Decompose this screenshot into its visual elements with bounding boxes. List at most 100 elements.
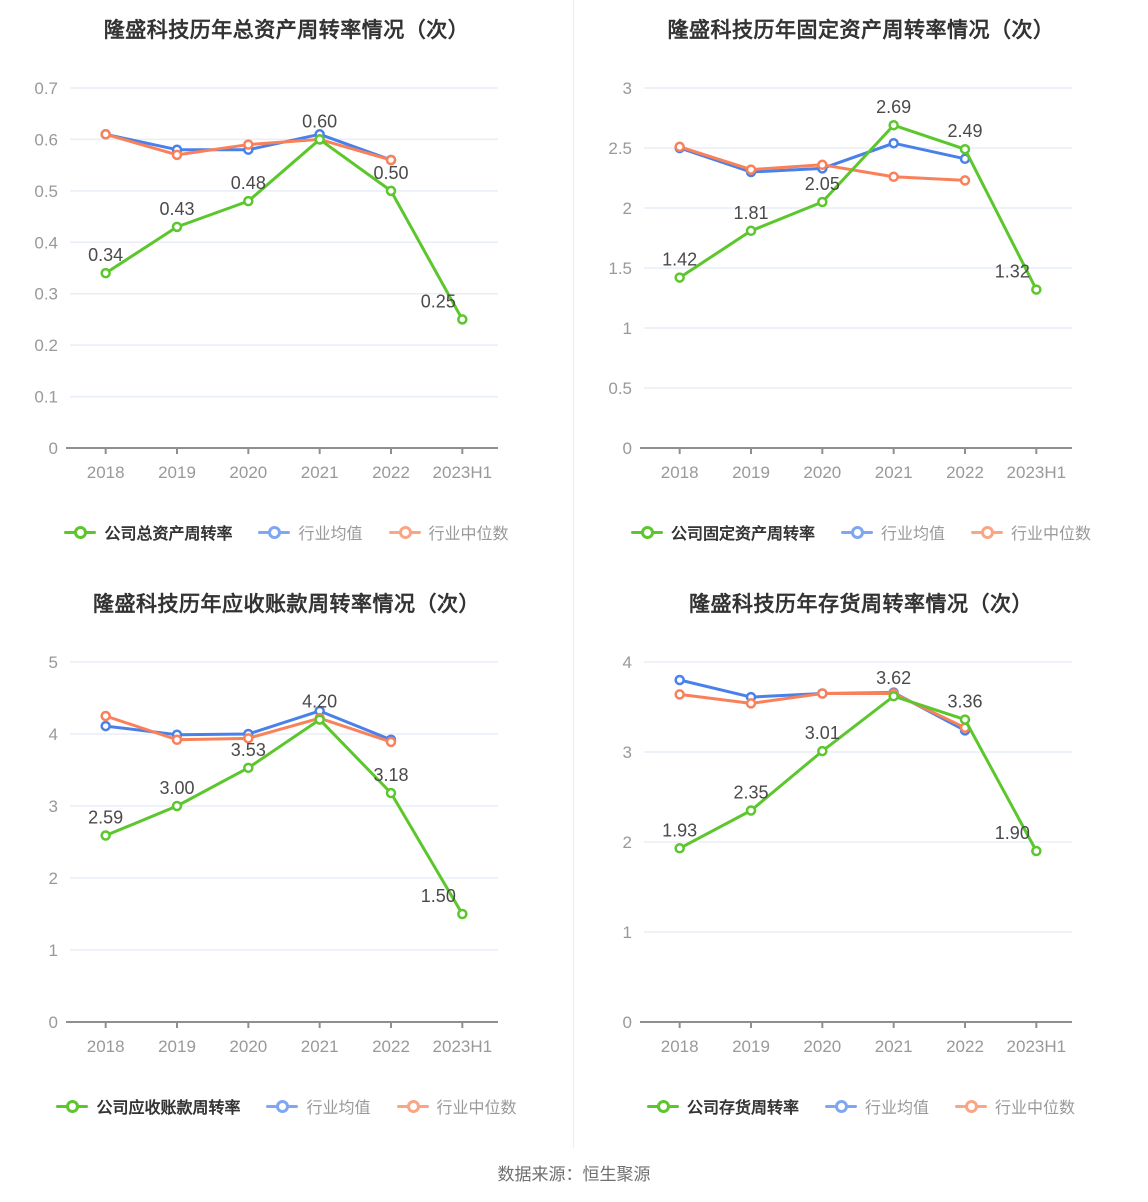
x-tick-label: 2022 [946, 1037, 984, 1056]
y-tick-label: 0.4 [34, 233, 58, 252]
chart-card-inventory-turnover: 隆盛科技历年存货周转率情况（次） 4 3 2 1 0 2018 2019 2020 2021 20… [574, 574, 1148, 1148]
data-label: 3.01 [805, 723, 840, 743]
data-point-marker [959, 143, 971, 155]
y-tick-label: 0 [623, 439, 632, 458]
data-point-marker [385, 154, 396, 166]
x-tick-label: 2023H1 [1007, 1037, 1067, 1056]
data-label: 3.53 [230, 740, 265, 760]
legend-item-company-receivables-turnover[interactable]: 公司应收账款周转率 [56, 1094, 240, 1118]
legend-item-industry-median[interactable]: 行业中位数 [396, 1094, 517, 1118]
chart-card-total-asset-turnover: 隆盛科技历年总资产周转率情况（次） 0.7 0.6 0.5 0.4 0.3 0.2 0.1 0… [0, 0, 574, 574]
legend-label: 公司总资产周转率 [104, 526, 233, 543]
chart-title-total-asset-turnover: 隆盛科技历年总资产周转率情况（次） [103, 19, 470, 42]
chart-title-receivables-turnover: 隆盛科技历年应收账款周转率情况（次） [93, 593, 480, 616]
y-tick-label: 0 [48, 439, 57, 458]
y-tick-label: 2 [48, 869, 57, 888]
data-label: 0.25 [420, 291, 455, 311]
series-line-green [678, 694, 1038, 853]
y-tick-label: 0.7 [34, 79, 58, 98]
data-label: 0.34 [88, 245, 123, 265]
x-tick-label: 2019 [732, 1037, 770, 1056]
y-tick-label: 0.5 [34, 182, 58, 201]
data-point-marker [385, 787, 396, 799]
data-label: 2.69 [876, 97, 911, 117]
data-point-marker [385, 185, 396, 197]
legend-fixed-asset-turnover: 公司固定资产周转率 行业均值 行业中位数 [630, 520, 1091, 544]
legend-line-marker-icon [56, 1099, 89, 1113]
legend-item-company-inventory-turnover[interactable]: 公司存货周转率 [646, 1094, 799, 1118]
legend-item-industry-median[interactable]: 行业中位数 [388, 520, 509, 544]
legend-line-marker-icon [266, 1099, 299, 1113]
data-label: 3.18 [373, 765, 408, 785]
x-tick-label: 2022 [372, 463, 410, 482]
legend-label: 行业均值 [864, 1100, 929, 1117]
x-tick-label: 2018 [661, 1037, 699, 1056]
data-point-marker [674, 689, 685, 700]
legend-item-industry-median[interactable]: 行业中位数 [955, 1094, 1075, 1118]
data-point-marker [817, 688, 828, 699]
data-point-marker [456, 314, 468, 325]
x-tick-label: 2019 [158, 463, 196, 482]
data-point-marker [171, 800, 182, 812]
data-point-marker [959, 175, 971, 186]
legend-label: 行业均值 [880, 526, 945, 543]
data-point-marker [171, 149, 182, 161]
charts-grid: 隆盛科技历年总资产周转率情况（次） 0.7 0.6 0.5 0.4 0.3 0.2 0.1 0… [0, 0, 1148, 1148]
legend-item-industry-average[interactable]: 行业均值 [824, 1094, 929, 1118]
x-tick-label: 2018 [661, 463, 699, 482]
chart-title-inventory-turnover: 隆盛科技历年存货周转率情况（次） [689, 593, 1033, 616]
legend-line-marker-icon [388, 525, 421, 539]
x-tick-label: 2019 [158, 1037, 196, 1056]
legend-line-marker-icon [955, 1099, 987, 1113]
fixed-asset-turnover-line-plot: 3 2.5 2 1.5 1 0.5 0 2018 2019 2020 2021 2022 2023H1 1… [608, 79, 1072, 482]
data-point-marker [1031, 284, 1042, 295]
x-tick-label: 2019 [732, 463, 770, 482]
y-tick-label: 0 [48, 1013, 57, 1032]
chart-card-receivables-turnover: 隆盛科技历年应收账款周转率情况（次） 5 4 3 2 1 0 2018 2019 2020 202… [0, 574, 574, 1148]
data-point-marker [674, 843, 685, 854]
data-label: 4.20 [302, 692, 337, 712]
data-label: 1.32 [995, 262, 1030, 282]
data-point-marker [888, 171, 899, 183]
legend-item-company-total-asset-turnover[interactable]: 公司总资产周转率 [64, 520, 232, 544]
legend-item-industry-average[interactable]: 行业均值 [258, 520, 363, 544]
legend-line-marker-icon [971, 525, 1003, 539]
legend-item-company-fixed-asset-turnover[interactable]: 公司固定资产周转率 [630, 520, 815, 544]
data-point-marker [242, 139, 254, 150]
data-label: 3.36 [947, 692, 982, 712]
data-point-marker [242, 733, 254, 744]
x-tick-label: 2021 [875, 463, 913, 482]
legend-total-asset-turnover: 公司总资产周转率 行业均值 行业中位数 [64, 520, 509, 544]
data-point-marker [817, 159, 828, 171]
data-point-marker [242, 762, 254, 774]
data-label: 2.05 [805, 174, 840, 194]
x-tick-label: 2020 [803, 463, 841, 482]
data-point-marker [817, 745, 828, 757]
data-point-marker [745, 698, 757, 709]
data-point-marker [745, 164, 757, 175]
y-tick-label: 4 [623, 653, 632, 672]
data-point-marker [99, 710, 111, 722]
total-asset-turnover-line-plot: 0.7 0.6 0.5 0.4 0.3 0.2 0.1 0 2018 2019 2020 2021 20… [34, 79, 498, 482]
legend-line-marker-icon [630, 525, 663, 539]
data-label: 3.62 [876, 668, 911, 688]
data-label: 2.35 [733, 783, 768, 803]
x-tick-label: 2022 [946, 463, 984, 482]
data-point-marker [959, 714, 971, 725]
y-tick-label: 2 [623, 833, 632, 852]
data-label: 2.49 [947, 121, 982, 141]
x-tick-label: 2020 [803, 1037, 841, 1056]
y-tick-label: 1 [623, 319, 632, 338]
data-label: 1.81 [733, 203, 768, 223]
legend-item-industry-average[interactable]: 行业均值 [266, 1094, 371, 1118]
y-tick-label: 2 [623, 199, 632, 218]
legend-item-industry-average[interactable]: 行业均值 [840, 520, 945, 544]
y-tick-label: 1 [623, 923, 632, 942]
x-tick-label: 2022 [372, 1037, 410, 1056]
legend-item-industry-median[interactable]: 行业中位数 [971, 520, 1091, 544]
legend-label: 公司应收账款周转率 [96, 1100, 241, 1117]
data-label: 1.93 [662, 820, 697, 840]
data-point-marker [313, 134, 325, 145]
legend-label: 公司固定资产周转率 [670, 526, 815, 543]
legend-line-marker-icon [64, 525, 97, 539]
